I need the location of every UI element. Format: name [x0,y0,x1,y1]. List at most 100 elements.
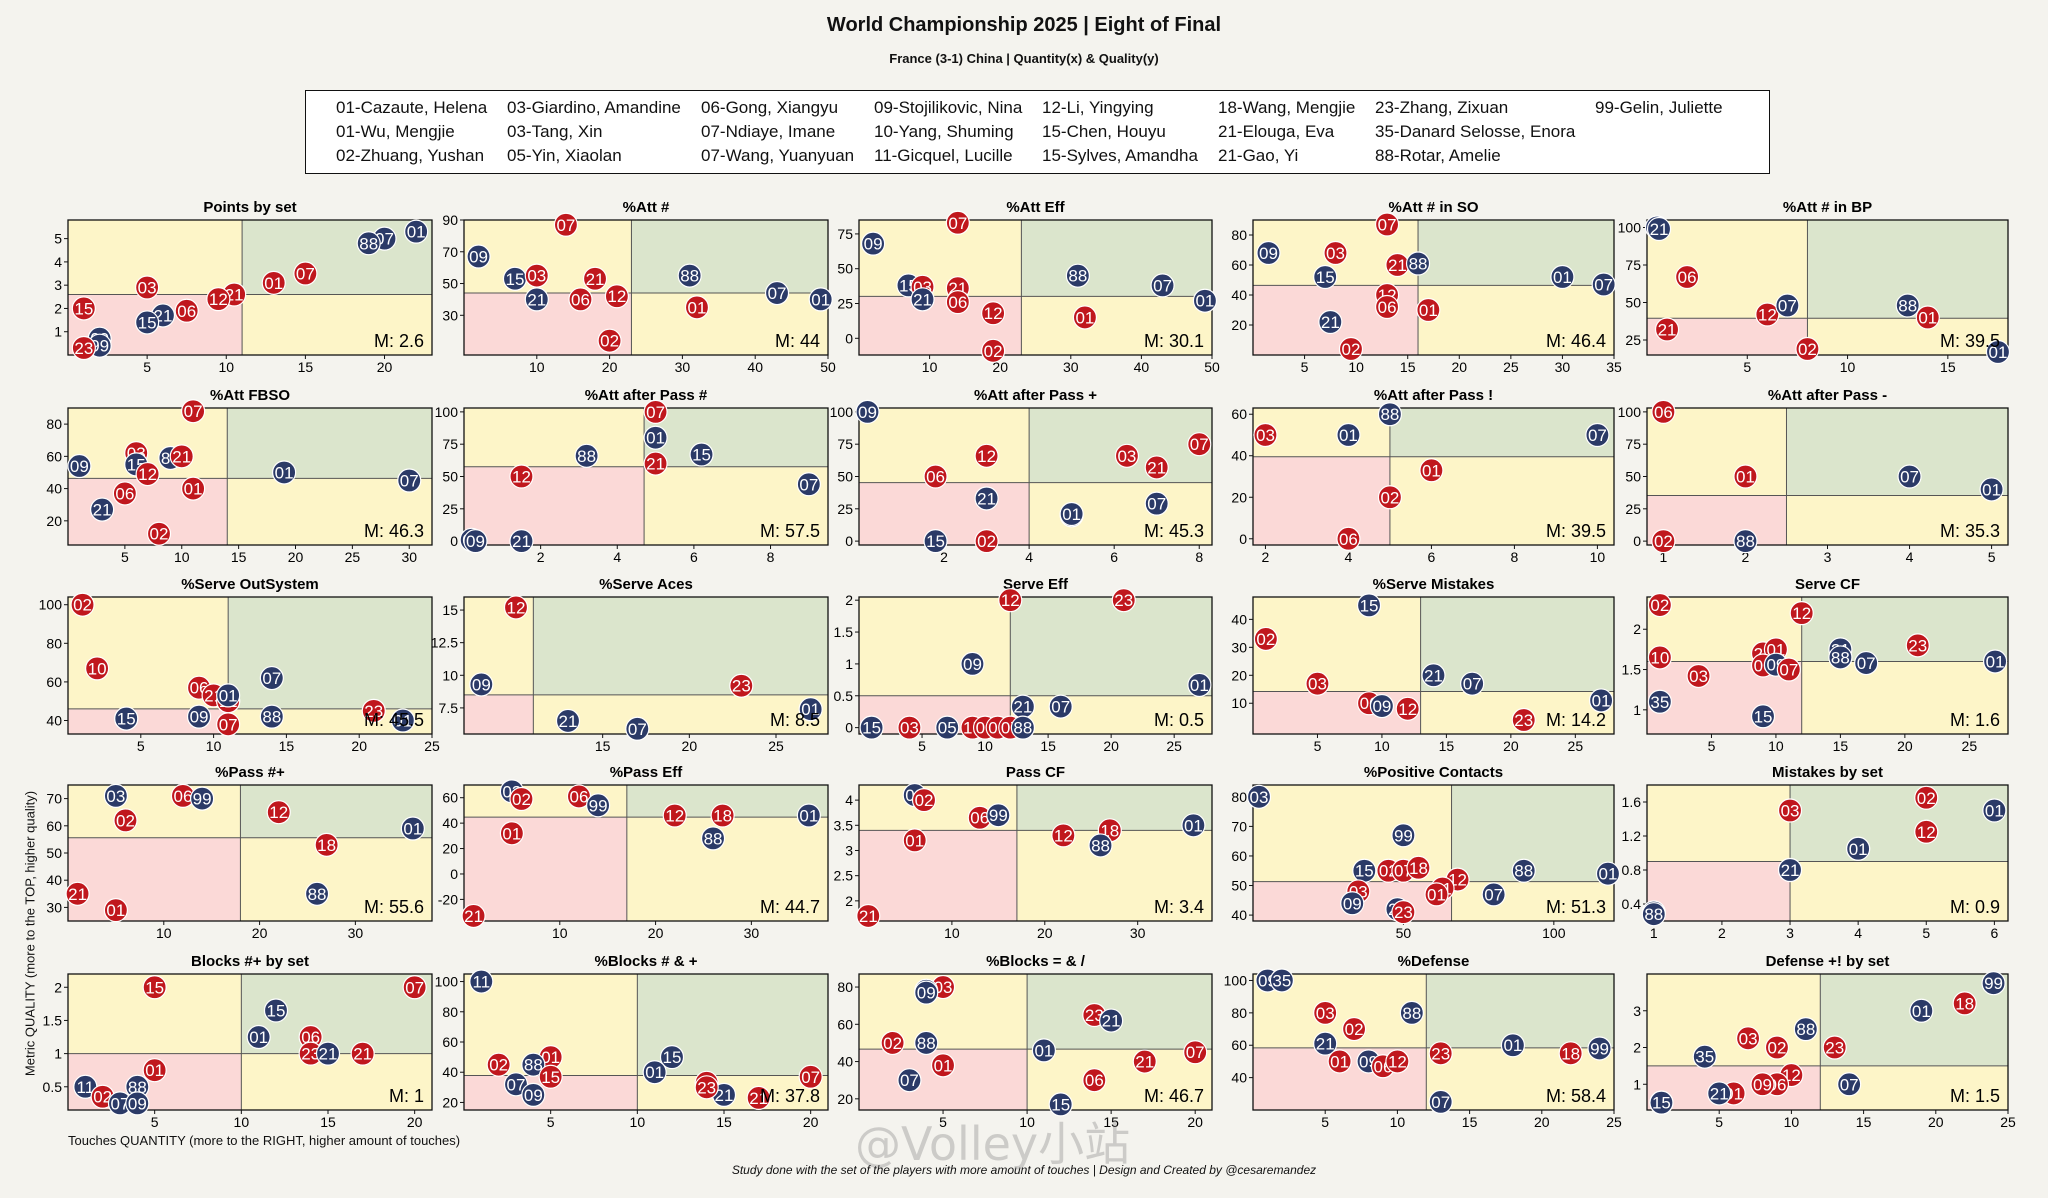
quadrant-bottom-right [626,817,828,921]
player-point [1595,861,1621,886]
player-point-label: 01 [1985,802,2004,821]
y-tick-label: 1 [845,656,853,672]
player-point [1385,897,1410,922]
player-point-label: 01 [799,807,818,826]
player-point-label: 06 [1767,1075,1786,1094]
player-point [1692,1044,1717,1069]
player-point-label: 03 [1256,426,1275,445]
legend-entry: 10-Yang, Shuming [874,122,1014,141]
player-point-label: 01 [106,901,125,920]
y-tick-label: 60 [1231,257,1247,273]
y-tick-label: 30 [1231,639,1247,655]
quadrant-top-left [1253,974,1427,1048]
player-point-label: 15 [1652,1094,1671,1113]
player-point-label: 35 [1650,693,1669,712]
player-point [103,783,128,808]
quadrant-top-right [1010,597,1212,696]
quadrant-bottom-right [1016,830,1212,921]
player-point-label: 06 [569,787,588,806]
plot-frame [1252,596,1615,735]
quadrant-top-left [859,408,1030,483]
player-point-label: 02 [489,1056,508,1075]
y-tick-label: 2 [845,893,853,909]
quadrant-top-right [1016,785,1212,831]
quadrant-top-right [240,785,432,838]
quadrant-bottom-left [859,830,1017,921]
player-point [902,782,927,808]
player-point [1979,477,2004,502]
y-tick-label: 1 [1633,1076,1641,1092]
player-point [1735,1026,1761,1051]
player-point [1558,1041,1583,1066]
player-point-label: 21 [1147,458,1166,477]
player-point-label: 07 [1840,1075,1859,1094]
player-point-label: 01 [1190,676,1209,695]
x-tick-label: 10 [1784,1114,1800,1130]
player-point-label: 10 [862,719,881,738]
player-point-label: 23 [732,677,751,696]
player-point [1369,693,1395,719]
player-point [509,464,534,489]
player-point [1750,653,1776,678]
player-point [986,803,1011,828]
y-tick-label: 50 [46,845,62,861]
player-point-label: 01 [1553,268,1572,287]
x-tick-label: 5 [1988,549,1996,565]
y-tick-label: 80 [46,416,62,432]
player-point-label: 21 [464,907,483,926]
player-point-label: 01 [249,1028,268,1047]
player-point [586,793,611,818]
player-point-label: 23 [74,339,93,358]
player-point-label: 07 [111,1094,130,1113]
player-point-label: 01 [801,700,820,719]
y-tick-label: 2 [1633,1040,1641,1056]
plot-frame [67,784,433,922]
x-tick-label: 10 [552,925,568,941]
panel-title: %Defense [1398,953,1470,970]
y-tick-label: 20 [1231,667,1247,683]
x-tick-label: 2 [1718,925,1726,941]
player-point [880,1030,905,1056]
player-point [509,529,534,554]
player-point-label: 21 [527,290,546,309]
footer-credit: Study done with the set of the players w… [731,1163,1317,1177]
player-point-label: 09 [1258,971,1277,990]
player-point-label: 15 [1754,707,1773,726]
player-point [1336,526,1361,551]
player-point-label: 99 [193,790,212,809]
player-point [125,1091,150,1116]
plot-frame [1252,973,1615,1111]
player-point [1651,399,1676,424]
quadrant-top-left [68,220,243,295]
player-point-label: 12 [1378,286,1397,305]
player-point [67,453,92,479]
player-point [1675,264,1700,290]
quadrant-bottom-left [859,482,1030,545]
chart-panel: Blocks #+ by set 5 10 15 20 0.5 1 1.5 2 15 07 15 06 0… [43,953,433,1130]
y-tick-label: 0 [1239,531,1247,547]
player-point [356,231,381,256]
player-point [150,303,176,328]
player-point-label: 07 [296,265,315,284]
player-point-label: 07 [184,402,203,421]
y-tick-label: 2 [1633,621,1641,637]
panel-title: Pass CF [1006,764,1065,781]
player-point-label: 21 [1316,1035,1335,1054]
player-point-label: 23 [1394,903,1413,922]
player-point [1405,251,1431,276]
player-point [1755,302,1780,327]
x-tick-label: 2 [940,549,948,565]
x-tick-label: 40 [747,359,763,375]
x-tick-label: 15 [595,738,611,754]
player-point [974,486,999,511]
player-point-label: 18 [1100,821,1119,840]
player-point-label: 02 [1917,789,1936,808]
player-legend: 01-Cazaute, Helena 01-Wu, Mengjie 02-Zhuan… [305,90,1770,174]
player-point-label: 06 [1339,530,1358,549]
player-point [1646,216,1672,242]
player-point-label: 01 [1256,426,1275,445]
y-tick-label: 60 [1231,1037,1247,1053]
